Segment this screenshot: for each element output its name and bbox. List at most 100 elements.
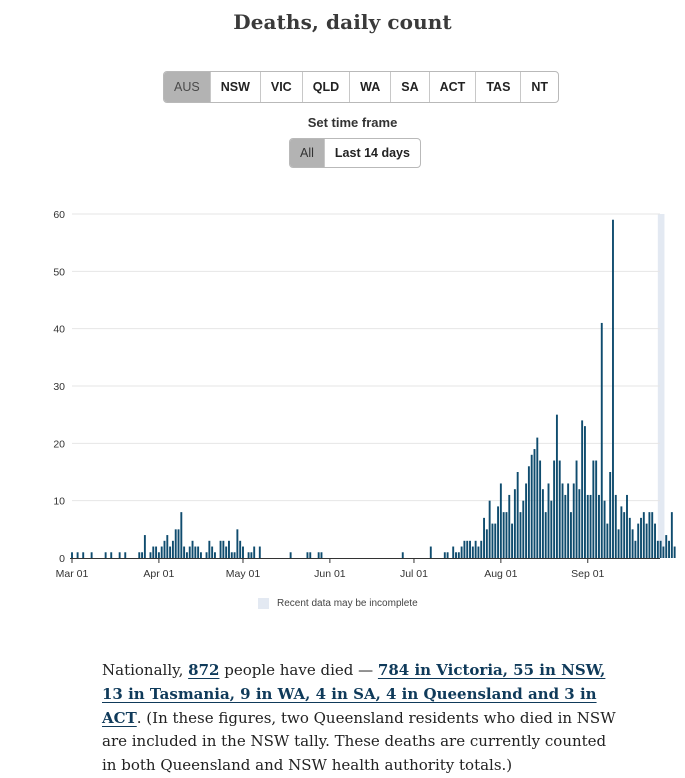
bar-day-198	[626, 494, 628, 558]
bar-day-158	[513, 489, 516, 558]
bar-day-145	[477, 546, 480, 558]
bar-day-200	[631, 529, 634, 558]
total-deaths-link[interactable]: 872	[188, 661, 220, 679]
bar-day-184	[586, 494, 589, 558]
tab-wa[interactable]: WA	[350, 72, 392, 102]
bar-day-189	[600, 322, 603, 558]
bar-day-160	[519, 512, 522, 558]
bar-day-202	[637, 523, 640, 558]
tab-qld[interactable]: QLD	[303, 72, 351, 102]
bar-day-118	[401, 552, 404, 558]
bar-day-150	[491, 523, 494, 558]
bar-day-33	[163, 540, 166, 558]
bar-day-151	[494, 523, 497, 558]
bar-day-206	[648, 512, 651, 558]
bar-day-40	[183, 546, 186, 558]
bar-day-84	[306, 552, 309, 558]
bar-day-182	[581, 420, 584, 558]
bar-day-14	[110, 552, 113, 558]
bar-day-187	[595, 460, 598, 558]
bar-day-169	[544, 512, 547, 558]
bar-day-133	[443, 552, 446, 558]
time-frame-all[interactable]: All	[290, 139, 325, 167]
bar-day-134	[446, 552, 449, 558]
bar-day-180	[575, 460, 578, 558]
x-tick-label-sep-01: Sep 01	[571, 568, 604, 580]
bar-day-53	[219, 540, 222, 558]
time-frame-selector: All Last 14 days	[289, 138, 421, 168]
bar-day-190	[603, 500, 606, 558]
bar-day-178	[569, 512, 572, 558]
bar-day-176	[564, 494, 567, 558]
bar-day-188	[598, 494, 600, 558]
bar-day-139	[460, 546, 463, 558]
y-tick-label-30: 30	[53, 381, 65, 393]
bar-day-78	[289, 552, 292, 558]
tab-act[interactable]: ACT	[430, 72, 477, 102]
bar-day-214	[670, 512, 673, 558]
bar-day-174	[558, 460, 561, 558]
tab-nsw[interactable]: NSW	[211, 72, 261, 102]
bar-day-64	[250, 552, 253, 558]
tab-nt[interactable]: NT	[531, 80, 549, 94]
bar-day-140	[463, 540, 466, 558]
bar-day-45	[197, 546, 200, 558]
bar-day-17	[118, 552, 121, 558]
tab-sa[interactable]: SA	[391, 72, 430, 102]
incomplete-legend-label: Recent data may be incomplete	[277, 598, 418, 609]
bar-day-192	[609, 472, 612, 558]
bar-day-59	[236, 529, 239, 558]
bar-day-183	[583, 426, 586, 558]
incomplete-swatch	[258, 598, 269, 609]
bar-day-57	[230, 552, 233, 558]
bar-day-42	[188, 546, 191, 558]
bar-day-143	[471, 546, 474, 558]
time-frame-last-14-days[interactable]: Last 14 days	[334, 146, 410, 160]
bar-day-177	[567, 483, 570, 558]
y-tick-label-20: 20	[53, 438, 65, 450]
bar-day-137	[455, 552, 457, 558]
bar-day-46	[199, 552, 202, 558]
state-breakdown-link[interactable]: 784 in Victoria, 55 in NSW, 13 in Tasman…	[102, 661, 606, 727]
bar-day-172	[553, 460, 556, 558]
bar-day-153	[499, 483, 502, 558]
bar-day-197	[623, 512, 626, 558]
bar-day-136	[452, 546, 455, 558]
bar-day-166	[536, 437, 539, 558]
tab-vic[interactable]: VIC	[261, 72, 303, 102]
bar-day-32	[160, 546, 163, 558]
bar-day-60	[239, 540, 242, 558]
tab-tas[interactable]: TAS	[476, 72, 522, 102]
bar-day-28	[149, 552, 152, 558]
tab-aus[interactable]: AUS	[164, 72, 211, 102]
bar-day-38	[177, 529, 180, 558]
bar-day-147	[483, 517, 485, 558]
x-tick-label-aug-01: Aug 01	[484, 568, 517, 580]
bar-day-203	[640, 517, 642, 558]
bar-day-196	[620, 506, 623, 558]
bar-day-152	[497, 506, 500, 558]
bar-day-142	[469, 540, 471, 558]
bar-day-36	[171, 540, 174, 558]
region-selector: AUS NSW VIC QLD WA SA ACT TAS NT	[163, 71, 560, 103]
bar-day-205	[645, 523, 648, 558]
bar-day-58	[233, 552, 236, 558]
bar-day-186	[592, 460, 595, 558]
bar-day-65	[253, 546, 256, 558]
time-frame-label: Set time frame	[307, 115, 398, 130]
bar-day-207	[651, 512, 654, 558]
bar-day-167	[539, 460, 542, 558]
bar-day-34	[166, 535, 169, 558]
bar-day-141	[466, 540, 469, 558]
bar-day-61	[242, 546, 244, 558]
bar-day-164	[530, 454, 533, 558]
bar-day-43	[191, 540, 194, 558]
deaths-bar-chart: 0 10 20 30 40 50 60 Mar 01 Apr 01 May 01 Jun 01 Jul…	[53, 209, 676, 580]
bar-day-162	[525, 483, 528, 558]
bar-day-165	[533, 449, 536, 558]
x-tick-label-apr-01: Apr 01	[143, 568, 174, 580]
bar-day-144	[474, 540, 477, 558]
bar-day-88	[317, 552, 320, 558]
bar-day-56	[228, 540, 230, 558]
bar-day-157	[511, 523, 514, 558]
